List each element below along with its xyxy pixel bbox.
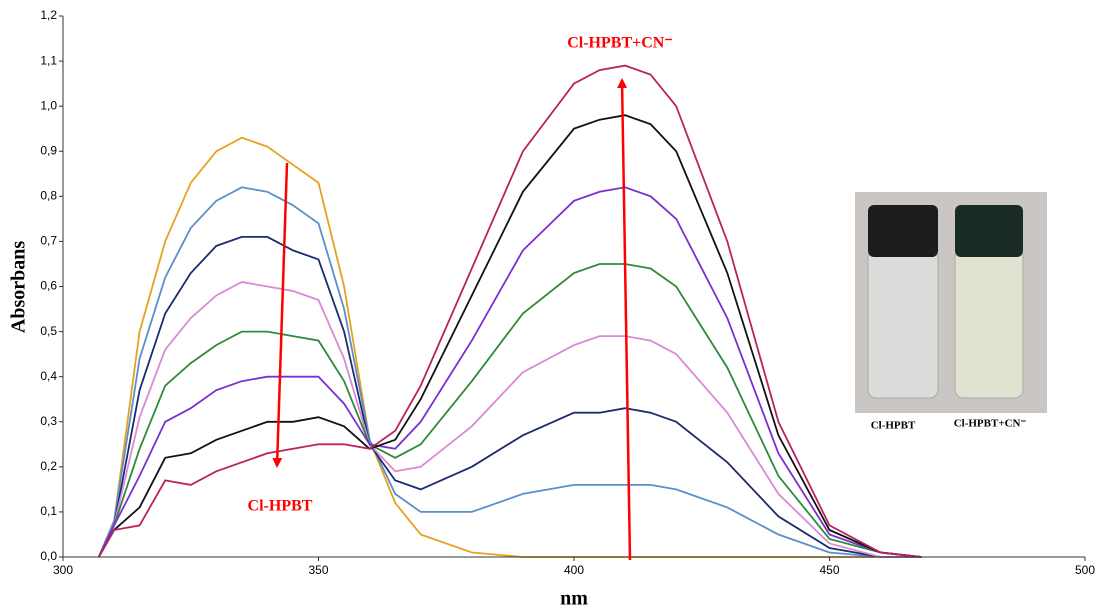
- x-tick-label: 450: [819, 563, 839, 577]
- inset-photo: [855, 192, 1047, 413]
- x-tick-label: 500: [1075, 563, 1095, 577]
- annotation: Cl-HPBT: [248, 498, 313, 515]
- y-tick-label: 0,5: [40, 324, 57, 338]
- y-tick-label: 1,2: [40, 8, 57, 22]
- spectrum-line: [97, 281, 922, 558]
- y-tick-label: 0,2: [40, 459, 57, 473]
- x-axis-label: nm: [560, 588, 588, 610]
- y-tick-label: 0,3: [40, 414, 57, 428]
- spectrum-line: [97, 236, 922, 558]
- arrow: [617, 78, 632, 561]
- plot-area: [97, 64, 922, 558]
- inset-label: Cl-HPBT: [871, 420, 916, 432]
- y-tick-label: 0,0: [40, 549, 57, 563]
- y-tick-label: 0,1: [40, 504, 57, 518]
- arrow: [272, 162, 289, 468]
- x-tick-label: 400: [564, 563, 584, 577]
- y-tick-label: 1,0: [40, 98, 57, 112]
- inset-label: Cl-HPBT+CN⁻: [954, 418, 1027, 430]
- annotation: Cl-HPBT+CN⁻: [567, 35, 673, 52]
- spectrum-line: [97, 186, 922, 558]
- spectrum-line: [98, 64, 922, 558]
- y-tick-label: 0,7: [40, 234, 57, 248]
- y-tick-label: 0,9: [40, 143, 57, 157]
- spectrum-line: [98, 114, 922, 558]
- y-tick-label: 0,6: [40, 279, 57, 293]
- x-tick-label: 350: [308, 563, 328, 577]
- y-axis-label: Absorbans: [8, 241, 30, 333]
- y-tick-label: 1,1: [40, 53, 57, 67]
- spectrum-line: [97, 136, 922, 558]
- x-tick-label: 300: [53, 563, 73, 577]
- y-tick-label: 0,8: [40, 189, 57, 203]
- spectrum-line: [97, 186, 922, 558]
- spectrum-line: [97, 263, 922, 558]
- y-tick-label: 0,4: [40, 369, 57, 383]
